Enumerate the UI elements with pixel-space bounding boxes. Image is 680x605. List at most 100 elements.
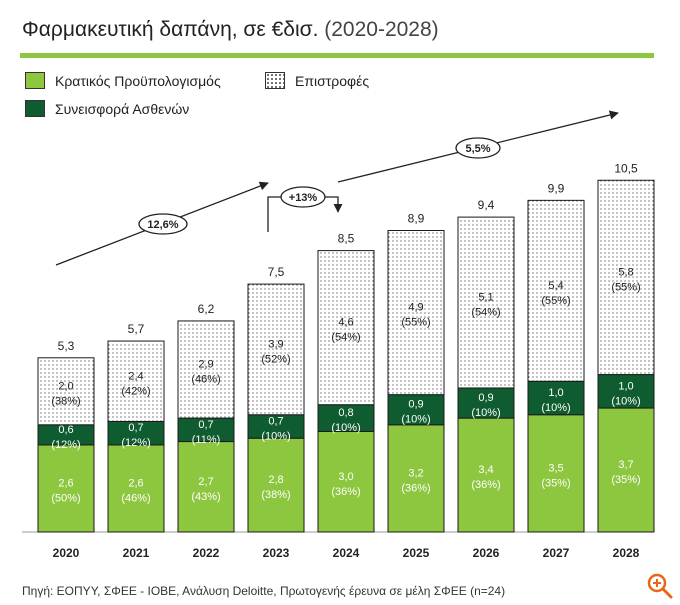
bar-segment-budget (597, 407, 655, 533)
bar-segment-rebates (387, 230, 445, 396)
legend-swatch-patients (25, 100, 45, 117)
x-tick-label: 2022 (193, 546, 220, 560)
share-label-patients: (10%) (331, 422, 360, 434)
share-label-rebates: (46%) (191, 374, 220, 386)
source-note: Πηγή: ΕΟΠΥΥ, ΣΦΕΕ - ΙΟΒΕ, Ανάλυση Deloit… (22, 584, 506, 598)
value-label-patients: 0,7 (128, 422, 143, 434)
x-tick-label: 2028 (613, 546, 640, 560)
value-label-patients: 0,7 (268, 415, 283, 427)
growth-label-1: 12,6% (147, 219, 178, 231)
total-label: 10,5 (614, 161, 638, 175)
value-label-budget: 3,2 (408, 467, 423, 479)
total-label: 8,9 (408, 212, 425, 226)
share-label-rebates: (38%) (51, 395, 80, 407)
bar-segment-rebates (527, 199, 585, 382)
bar-segment-patients (317, 404, 375, 433)
share-label-patients: (10%) (611, 395, 640, 407)
x-tick-label: 2023 (263, 546, 290, 560)
value-label-rebates: 2,0 (58, 380, 73, 392)
bar-segment-budget (177, 441, 235, 533)
share-label-patients: (10%) (471, 407, 500, 419)
legend-label-patients: Συνεισφορά Ασθενών (55, 100, 190, 117)
total-label: 8,5 (338, 232, 355, 246)
share-label-budget: (43%) (191, 491, 220, 503)
share-label-rebates: (55%) (541, 295, 570, 307)
bar-segment-rebates (37, 357, 95, 426)
growth-bubble-3 (455, 137, 501, 159)
share-label-budget: (36%) (401, 482, 430, 494)
value-label-budget: 3,4 (478, 464, 493, 476)
total-label: 5,3 (58, 339, 75, 353)
value-label-patients: 0,9 (408, 399, 423, 411)
share-label-rebates: (54%) (331, 332, 360, 344)
bar-segment-rebates (317, 250, 375, 406)
value-label-rebates: 5,4 (548, 280, 563, 292)
bar-segment-budget (317, 431, 375, 533)
bar-segment-budget (527, 414, 585, 533)
share-label-rebates: (54%) (471, 307, 500, 319)
share-label-patients: (12%) (51, 439, 80, 451)
total-label: 6,2 (198, 302, 215, 316)
value-label-patients: 0,6 (58, 424, 73, 436)
chart-title: Φαρμακευτική δαπάνη, σε €δισ. (22, 18, 319, 41)
total-label: 7,5 (268, 265, 285, 279)
x-tick-label: 2021 (123, 546, 150, 560)
value-label-patients: 1,0 (618, 380, 633, 392)
value-label-patients: 0,9 (478, 392, 493, 404)
value-label-budget: 3,0 (338, 471, 353, 483)
share-label-rebates: (55%) (401, 317, 430, 329)
stacked-bar-chart: 2,6 (50%) 0,6 (12%) 2,0 (38%) 5,3 2020 2,6 (46%) 0… (22, 110, 655, 560)
share-label-budget: (50%) (51, 492, 80, 504)
value-label-patients: 0,7 (198, 419, 213, 431)
share-label-patients: (11%) (192, 434, 221, 446)
x-tick-label: 2027 (543, 546, 570, 560)
value-label-budget: 2,8 (268, 474, 283, 486)
value-label-patients: 1,0 (548, 387, 563, 399)
bar-segment-patients (387, 394, 445, 426)
growth-label-3: 5,5% (465, 143, 490, 155)
x-tick-label: 2024 (333, 546, 360, 560)
bar-segment-budget (247, 437, 305, 533)
share-label-budget: (36%) (331, 486, 360, 498)
growth-label-2: +13% (289, 192, 318, 204)
bar-segment-patients (597, 374, 655, 409)
share-label-patients: (10%) (401, 414, 430, 426)
bar-segment-budget (37, 444, 95, 533)
growth-bubble-2 (280, 186, 326, 208)
share-label-patients: (10%) (541, 402, 570, 414)
value-label-rebates: 5,8 (618, 266, 633, 278)
total-label: 9,9 (548, 181, 565, 195)
legend-label-budget: Κρατικός Προϋπολογισμός (55, 72, 221, 89)
value-label-budget: 2,6 (58, 477, 73, 489)
bar-segment-patients (527, 380, 585, 416)
legend-swatch-rebates (265, 72, 285, 89)
share-label-budget: (35%) (611, 474, 640, 486)
value-label-budget: 3,7 (618, 459, 633, 471)
value-label-budget: 2,6 (128, 477, 143, 489)
x-tick-label: 2026 (473, 546, 500, 560)
bar-segment-rebates (107, 340, 165, 422)
growth-bubble-1 (138, 213, 188, 235)
zoom-icon[interactable] (646, 572, 674, 600)
value-label-rebates: 4,6 (338, 317, 353, 329)
x-tick-label: 2025 (403, 546, 430, 560)
legend-swatch-budget (25, 72, 45, 89)
total-label: 5,7 (128, 322, 145, 336)
value-label-rebates: 4,9 (408, 302, 423, 314)
bar-segment-budget (457, 417, 515, 533)
bar-segment-patients (457, 387, 515, 419)
legend-item-patients: Συνεισφορά Ασθενών (25, 100, 189, 117)
legend-label-rebates: Επιστροφές (295, 72, 370, 89)
value-label-budget: 3,5 (548, 462, 563, 474)
bar-segment-rebates (247, 283, 305, 416)
share-label-rebates: (42%) (121, 385, 150, 397)
share-label-budget: (35%) (541, 477, 570, 489)
share-label-rebates: (52%) (261, 353, 290, 365)
share-label-budget: (36%) (471, 479, 500, 491)
value-label-rebates: 2,9 (198, 359, 213, 371)
total-label: 9,4 (478, 198, 495, 212)
page-title: Φαρμακευτική δαπάνη, σε €δισ. (2020-2028… (22, 18, 439, 42)
legend-item-rebates: Επιστροφές (265, 72, 369, 89)
share-label-budget: (38%) (261, 489, 290, 501)
legend-item-budget: Κρατικός Προϋπολογισμός (25, 72, 221, 89)
